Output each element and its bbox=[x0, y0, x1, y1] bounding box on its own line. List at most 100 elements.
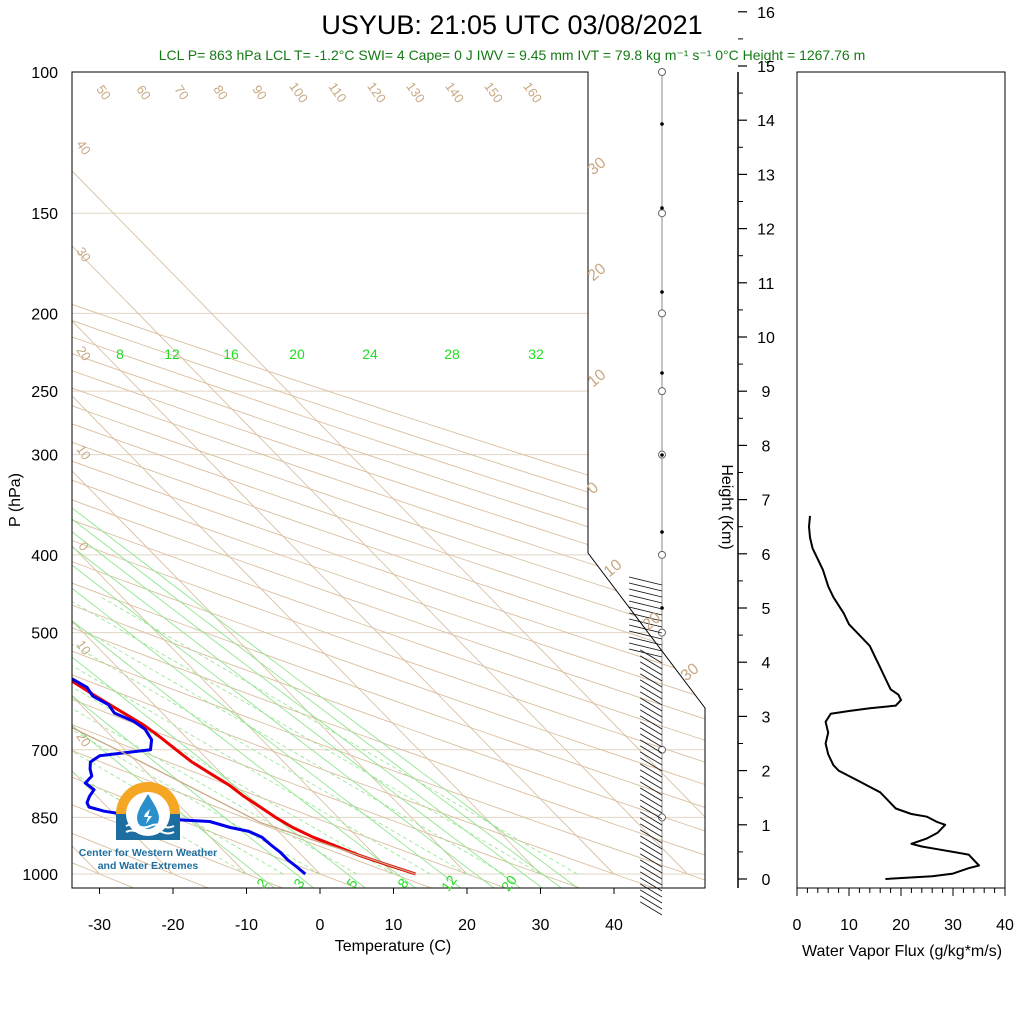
dry-adiabat-line bbox=[72, 104, 705, 888]
wind-level-dot bbox=[660, 453, 664, 457]
flux-axis-label: Water Vapor Flux (g/kg*m/s) bbox=[802, 943, 1002, 960]
dry-adiabat-line bbox=[72, 104, 515, 888]
calm-wind-marker bbox=[658, 209, 666, 218]
dry-adiabat-line bbox=[72, 104, 705, 888]
temperature-tick-label: 20 bbox=[458, 917, 476, 934]
flux-tick-label: 30 bbox=[944, 917, 962, 934]
dry-adiabat-line bbox=[72, 104, 664, 888]
isotherm-label: 160 bbox=[520, 79, 545, 105]
height-tick-label: 11 bbox=[758, 276, 775, 293]
height-tick-label: 6 bbox=[762, 547, 771, 564]
isotherm-label: 90 bbox=[249, 82, 270, 102]
series-line bbox=[72, 578, 417, 876]
dry-adiabat-label: 30 bbox=[678, 660, 703, 685]
sounding-series bbox=[72, 72, 417, 876]
flux-tick-label: 40 bbox=[996, 917, 1014, 934]
series-line bbox=[72, 579, 307, 876]
isotherm-line bbox=[72, 72, 468, 875]
cw3e-logo: Center for Western Weather and Water Ext… bbox=[68, 780, 228, 873]
skewt-frame bbox=[71, 71, 706, 894]
mixing-ratio-line bbox=[72, 313, 547, 888]
mixing-ratio-label: 32 bbox=[528, 346, 544, 362]
wind-level-dot bbox=[660, 122, 664, 126]
mixing-ratio-line bbox=[72, 313, 279, 888]
isotherm-label: 140 bbox=[442, 79, 467, 105]
isotherm-label: 70 bbox=[171, 82, 192, 102]
dry-adiabat-label: 10 bbox=[585, 366, 610, 391]
wind-barb bbox=[639, 679, 663, 694]
wind-level-dot bbox=[660, 606, 664, 610]
moist-adiabat-line bbox=[72, 595, 468, 875]
isotherm-label: 110 bbox=[326, 80, 350, 106]
wind-barb bbox=[629, 642, 663, 652]
mixing-ratio-label: 16 bbox=[223, 346, 239, 362]
mixing-ratio-line bbox=[72, 313, 525, 888]
dry-adiabat-line bbox=[72, 104, 365, 888]
wind-barb bbox=[639, 823, 663, 838]
isotherm-label: 20 bbox=[73, 729, 94, 749]
isotherm-label: 10 bbox=[73, 442, 94, 462]
temperature-tick-label: 10 bbox=[385, 917, 403, 934]
wind-barb bbox=[639, 721, 663, 736]
calm-wind-marker bbox=[658, 68, 666, 76]
flux-tick-label: 10 bbox=[840, 917, 858, 934]
height-tick-label: 7 bbox=[762, 493, 771, 510]
wind-barb bbox=[629, 576, 663, 586]
wind-barb bbox=[639, 727, 663, 742]
wind-barb bbox=[639, 871, 663, 886]
isotherm-lines bbox=[0, 72, 705, 875]
dry-adiabat-line bbox=[72, 104, 216, 888]
mixing-ratio-label: 28 bbox=[444, 346, 460, 362]
height-tick-label: 9 bbox=[762, 384, 771, 401]
calm-wind-marker bbox=[658, 813, 666, 822]
isotherm-label: 150 bbox=[481, 79, 506, 105]
mixing-ratio-label: 3 bbox=[290, 875, 308, 891]
wind-barb bbox=[629, 606, 663, 616]
height-tick-label: 1 bbox=[762, 818, 771, 835]
flux-series-line bbox=[808, 515, 980, 880]
calm-wind-marker bbox=[658, 387, 666, 396]
wind-barbs bbox=[629, 68, 666, 916]
mixing-ratio-line bbox=[72, 313, 499, 888]
isotherm-label: 120 bbox=[364, 79, 389, 105]
isotherm-label: 20 bbox=[73, 343, 94, 363]
wind-barb bbox=[629, 600, 663, 610]
wind-barb bbox=[629, 594, 663, 604]
mixing-ratio-line bbox=[72, 313, 318, 888]
wind-barb bbox=[639, 841, 663, 856]
dry-adiabat-label: 0 bbox=[584, 479, 602, 498]
wind-barb bbox=[639, 847, 663, 862]
wind-barb bbox=[629, 618, 663, 628]
dry-adiabat-line bbox=[72, 104, 705, 888]
wind-barb bbox=[639, 853, 663, 868]
mixing-ratio-label: 20 bbox=[289, 346, 305, 362]
height-tick-label: 15 bbox=[757, 59, 775, 76]
moist-adiabat-line bbox=[72, 595, 284, 875]
moist-adiabat-line bbox=[72, 595, 541, 875]
moist-adiabat-line bbox=[98, 595, 578, 875]
isotherm-line bbox=[0, 72, 26, 874]
dry-adiabat-line bbox=[72, 104, 705, 888]
dry-adiabat-line bbox=[72, 104, 705, 888]
wind-barb bbox=[629, 582, 663, 592]
pressure-tick-label: 1000 bbox=[22, 867, 58, 884]
pressure-tick-label: 400 bbox=[31, 548, 58, 565]
wind-barb bbox=[639, 667, 663, 682]
mixing-ratio-label: 24 bbox=[362, 346, 378, 362]
wind-barb bbox=[639, 781, 663, 796]
calm-wind-marker bbox=[658, 309, 666, 318]
wind-barb bbox=[639, 799, 663, 814]
calm-wind-marker bbox=[658, 745, 666, 754]
moist-adiabat-line bbox=[72, 595, 321, 875]
isotherm-label: 130 bbox=[403, 79, 428, 105]
dry-adiabat-line bbox=[72, 104, 705, 888]
wind-barb bbox=[639, 889, 663, 904]
water-drop-sun-icon bbox=[116, 782, 180, 840]
temperature-tick-label: 30 bbox=[532, 917, 550, 934]
pressure-tick-label: 850 bbox=[31, 810, 58, 827]
wind-barb bbox=[639, 691, 663, 706]
height-tick-label: 16 bbox=[757, 5, 775, 22]
wind-barb bbox=[639, 703, 663, 718]
dry-adiabat-line bbox=[72, 104, 705, 888]
isotherm-label: 80 bbox=[210, 82, 231, 102]
